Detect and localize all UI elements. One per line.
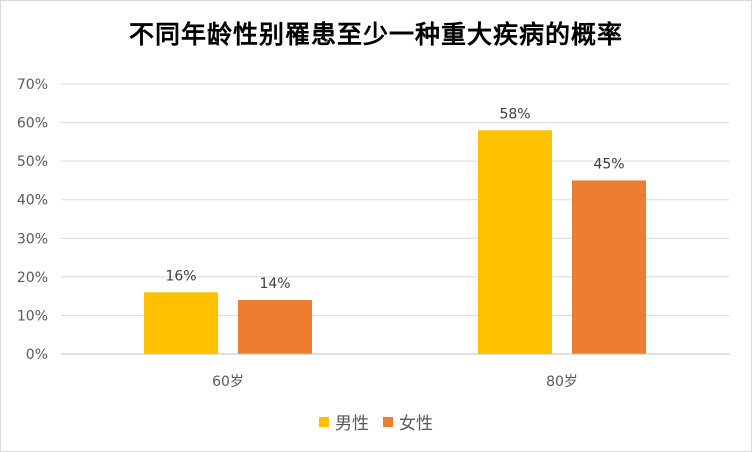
data-label: 45% <box>593 156 624 172</box>
y-tick-label: 60% <box>17 116 48 132</box>
x-tick-label: 80岁 <box>546 374 578 390</box>
legend-label: 女性 <box>399 414 433 434</box>
x-tick-label: 60岁 <box>212 374 244 390</box>
legend-item: 男性 <box>319 409 369 434</box>
data-label: 14% <box>259 276 290 292</box>
y-tick-label: 20% <box>17 270 48 286</box>
legend-item: 女性 <box>383 409 433 434</box>
data-label: 16% <box>165 268 196 284</box>
y-tick-label: 10% <box>17 308 48 324</box>
chart-title: 不同年龄性别罹患至少一种重大疾病的概率 <box>128 20 623 49</box>
y-tick-label: 0% <box>26 347 48 363</box>
bar <box>144 292 218 354</box>
bar <box>572 180 646 354</box>
bar <box>238 300 312 354</box>
chart-legend: 男性 女性 <box>1 409 751 434</box>
bar <box>478 130 552 354</box>
data-label: 58% <box>499 106 530 122</box>
y-tick-label: 50% <box>17 154 48 170</box>
y-tick-label: 70% <box>17 77 48 93</box>
y-tick-label: 30% <box>17 231 48 247</box>
y-tick-label: 40% <box>17 193 48 209</box>
legend-swatch <box>383 416 393 427</box>
legend-swatch <box>319 416 329 427</box>
legend-label: 男性 <box>335 414 369 434</box>
